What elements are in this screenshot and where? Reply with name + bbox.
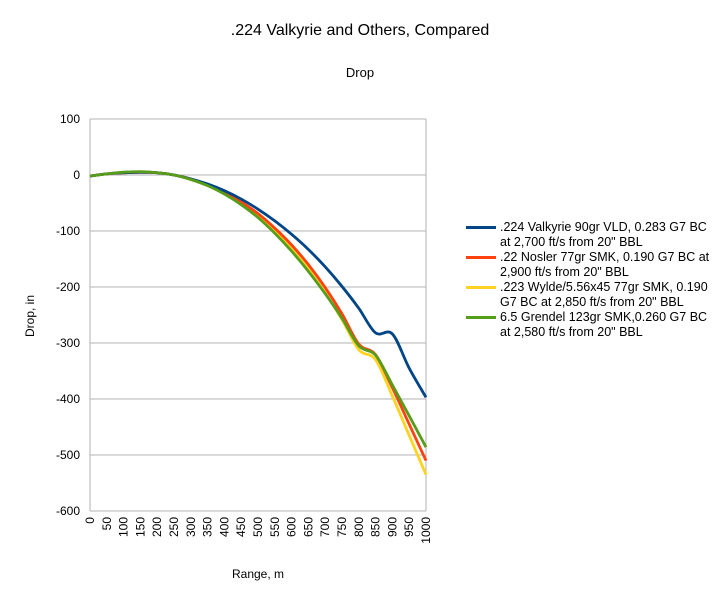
x-tick-label: 550 [268,517,282,537]
x-tick-label: 750 [335,517,349,537]
x-tick-label: 0 [83,517,97,524]
y-tick-labels: 100 0 -100 -200 -300 -400 -500 -600 [56,112,80,518]
chart-subtitle: Drop [345,65,375,80]
x-tick-label: 700 [318,517,332,537]
y-tick-label: -400 [56,392,80,406]
legend-swatch-valkyrie [466,226,496,229]
y-tick-label: -600 [56,504,80,518]
x-tick-label: 900 [385,517,399,537]
x-tick-label: 450 [234,517,248,537]
legend-item-nosler: .22 Nosler 77gr SMK, 0.190 G7 BC at 2,90… [462,250,717,280]
x-tick-label: 600 [285,517,299,537]
x-axis-label: Range, m [232,567,284,581]
x-tick-label: 200 [150,517,164,537]
y-tick-label: -200 [56,280,80,294]
y-tick-label: -100 [56,224,80,238]
axes [89,119,427,511]
x-tick-label: 650 [301,517,315,537]
series-lines [89,170,428,476]
chart-title: .224 Valkyrie and Others, Compared [230,22,490,39]
legend-label-wylde: .223 Wylde/5.56x45 77gr SMK, 0.190 G7 BC… [500,280,708,309]
legend-swatch-nosler [466,256,496,259]
series-line-valkyrie [89,170,428,399]
x-tick-label: 800 [352,517,366,537]
series-line-grendel [89,170,428,448]
legend-swatch-wylde [466,286,496,289]
x-tick-label: 350 [201,517,215,537]
x-tick-label: 250 [167,517,181,537]
legend-item-wylde: .223 Wylde/5.56x45 77gr SMK, 0.190 G7 BC… [462,280,717,310]
y-tick-label: 0 [73,168,80,182]
legend-item-valkyrie: .224 Valkyrie 90gr VLD, 0.283 G7 BC at 2… [462,220,717,250]
legend-label-valkyrie: .224 Valkyrie 90gr VLD, 0.283 G7 BC at 2… [500,220,707,249]
y-tick-label: 100 [60,112,80,126]
y-axis-label: Drop, in [23,295,37,337]
legend-item-grendel: 6.5 Grendel 123gr SMK,0.260 G7 BC at 2,5… [462,310,717,340]
x-tick-label: 100 [117,517,131,537]
legend-swatch-grendel [466,316,496,319]
x-tick-label: 850 [369,517,383,537]
x-tick-label: 300 [184,517,198,537]
x-tick-label: 400 [217,517,231,537]
x-tick-label: 50 [100,517,114,531]
x-tick-labels: 0 50 100 150 200 250 300 350 400 450 500 550 600 650 7… [83,517,433,544]
legend: .224 Valkyrie 90gr VLD, 0.283 G7 BC at 2… [462,220,717,340]
x-tick-label: 150 [133,517,147,537]
x-tick-label: 950 [402,517,416,537]
x-tick-label: 1000 [419,517,433,544]
legend-label-grendel: 6.5 Grendel 123gr SMK,0.260 G7 BC at 2,5… [500,310,708,339]
y-tick-label: -300 [56,336,80,350]
grid-lines [90,118,426,512]
y-tick-label: -500 [56,448,80,462]
x-tick-label: 500 [251,517,265,537]
legend-label-nosler: .22 Nosler 77gr SMK, 0.190 G7 BC at 2,90… [500,250,710,279]
